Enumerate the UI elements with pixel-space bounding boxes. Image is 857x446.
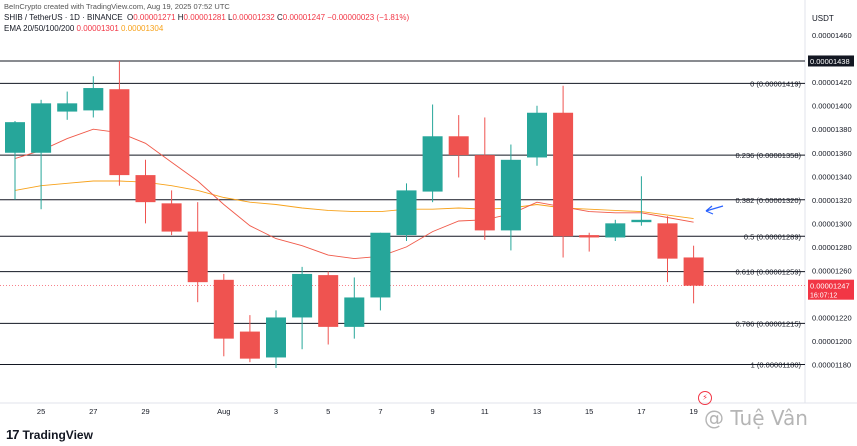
chart-credit: BeInCrypto created with TradingView.com,… <box>4 2 230 11</box>
candle-body <box>5 122 25 153</box>
x-tick-label: 27 <box>89 407 97 416</box>
y-tick-label: 0.00001420 <box>812 78 852 87</box>
x-tick-label: 15 <box>585 407 593 416</box>
candle-body <box>109 89 130 176</box>
lightning-icon[interactable]: ⚡ <box>698 391 712 405</box>
candle-body <box>239 331 260 359</box>
candle-body <box>135 175 156 203</box>
symbol-title[interactable]: SHIB / TetherUS · 1D · BINANCE <box>4 13 123 22</box>
fib-level-label: 0.618 (0.00001259) <box>736 268 802 277</box>
candle-body <box>605 223 626 238</box>
fib-level-label: 0.236 (0.00001358) <box>736 151 802 160</box>
y-tick-label: 0.00001400 <box>812 102 852 111</box>
low-value: 0.00001232 <box>232 13 275 22</box>
price-axis-unit: USDT <box>812 14 834 23</box>
candle-body <box>631 219 652 223</box>
fib-level-label: 0.382 (0.00001320) <box>736 196 802 205</box>
candle-body <box>83 88 104 111</box>
x-tick-label: 29 <box>141 407 149 416</box>
candle-body <box>579 235 600 238</box>
candle-body <box>292 273 313 318</box>
y-tick-label: 0.00001300 <box>812 219 852 228</box>
x-tick-label: 11 <box>481 407 489 416</box>
candle-body <box>31 103 52 153</box>
fib-level-label: 0.5 (0.00001289) <box>744 232 802 241</box>
candle-body <box>318 275 339 327</box>
ohlc-legend: SHIB / TetherUS · 1D · BINANCE O0.000012… <box>4 13 409 23</box>
candle-body <box>500 159 521 231</box>
last-price-tag <box>808 279 854 300</box>
tradingview-logo-text: TradingView <box>22 427 93 442</box>
ema-slow-value: 0.00001304 <box>121 24 164 33</box>
close-label: C <box>276 13 283 22</box>
x-tick-label: Aug <box>217 407 230 416</box>
ema-label: EMA 20/50/100/200 <box>4 24 75 33</box>
x-tick-label: 13 <box>533 407 541 416</box>
y-tick-label: 0.00001380 <box>812 125 852 134</box>
candle-body <box>187 231 208 283</box>
y-tick-label: 0.00001340 <box>812 172 852 181</box>
candle-body <box>474 155 495 231</box>
candle-body <box>57 103 78 112</box>
candle-body <box>683 257 704 286</box>
y-tick-label: 0.00001320 <box>812 196 852 205</box>
candle-body <box>553 112 574 237</box>
high-price-tag-label: 0.00001438 <box>810 57 850 66</box>
x-tick-label: 19 <box>689 407 697 416</box>
low-label: L <box>228 13 233 22</box>
x-tick-label: 7 <box>378 407 382 416</box>
candle-body <box>213 279 234 339</box>
tradingview-logo-mark: 17 <box>6 427 20 442</box>
high-value: 0.00001281 <box>183 13 226 22</box>
ema-legend[interactable]: EMA 20/50/100/200 0.00001301 0.00001304 <box>4 24 163 34</box>
candle-body <box>266 317 286 358</box>
countdown-label: 16:07:12 <box>810 293 837 300</box>
x-tick-label: 5 <box>326 407 330 416</box>
ema-slow-line <box>14 180 694 220</box>
y-tick-label: 0.00001460 <box>812 31 852 40</box>
x-tick-label: 17 <box>637 407 645 416</box>
candle-body <box>344 297 365 327</box>
fib-level-label: 0 (0.00001419) <box>750 79 801 88</box>
fib-level-label: 0.786 (0.00001215) <box>736 319 802 328</box>
y-tick-label: 0.00001280 <box>812 243 852 252</box>
annotation-arrowhead <box>705 205 714 215</box>
x-tick-label: 25 <box>37 407 45 416</box>
change-value: −0.00000023 (−1.81%) <box>327 13 410 22</box>
candle-body <box>422 136 443 192</box>
candle-body <box>161 203 182 232</box>
y-tick-label: 0.00001360 <box>812 149 852 158</box>
open-value: 0.00001271 <box>133 13 176 22</box>
candle-body <box>396 190 417 236</box>
last-price-tag-label: 0.00001247 <box>810 282 850 291</box>
y-tick-label: 0.00001180 <box>812 361 851 370</box>
candle-body <box>448 136 469 156</box>
x-tick-label: 9 <box>431 407 435 416</box>
y-tick-label: 0.00001220 <box>812 313 852 322</box>
watermark: @ Tuệ Vân <box>704 406 808 430</box>
annotation-arrow <box>705 205 724 212</box>
candle-body <box>657 223 678 259</box>
high-price-tag <box>808 55 854 67</box>
tradingview-logo: 17 TradingView <box>6 427 93 442</box>
close-value: 0.00001247 <box>282 13 326 22</box>
fib-level-label: 1 (0.00001180) <box>751 361 802 370</box>
ema-fast-value: 0.00001301 <box>76 24 119 33</box>
y-tick-label: 0.00001200 <box>812 337 852 346</box>
open-label: O <box>127 13 134 22</box>
candle-body <box>527 112 547 158</box>
y-tick-label: 0.00001260 <box>812 266 852 275</box>
candle-body <box>370 232 391 298</box>
high-label: H <box>177 13 184 22</box>
x-tick-label: 3 <box>274 407 278 416</box>
